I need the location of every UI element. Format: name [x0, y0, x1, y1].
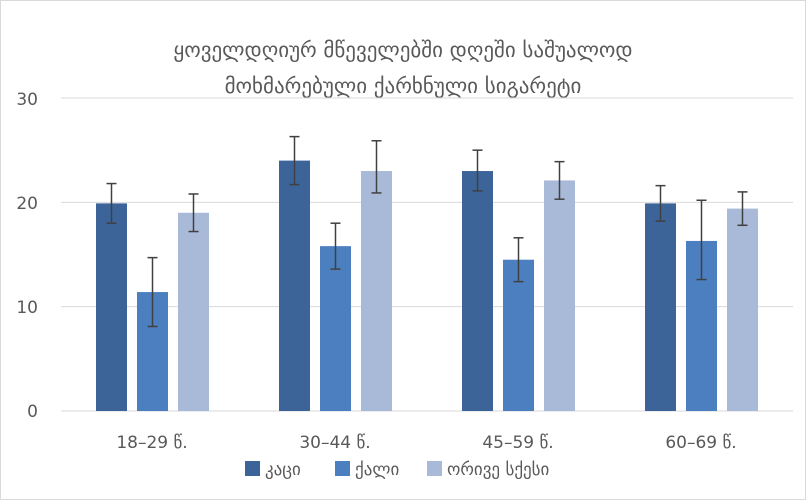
- bar: [645, 203, 676, 411]
- error-bars: [106, 135, 748, 328]
- error-bar: [554, 160, 565, 200]
- x-axis-categories: 18–29 წ. 30–44 წ. 45–59 წ. 60–69 წ.: [116, 433, 736, 453]
- error-bar: [147, 256, 158, 328]
- bar: [544, 180, 575, 411]
- error-bar: [696, 199, 707, 281]
- chart-title-line-1: ყოველდღიურ მწეველებში დღეში საშუალოდ: [173, 38, 632, 62]
- bar: [96, 203, 127, 411]
- error-bar: [737, 191, 748, 227]
- legend-label: ორივე სქესი: [447, 460, 549, 480]
- error-bar: [106, 182, 117, 224]
- y-axis-ticks: 0 10 20 30: [16, 90, 38, 422]
- chart-title-line-2: მოხმარებული ქარხნული სიგარეტი: [225, 74, 582, 98]
- legend-swatch: [335, 461, 350, 476]
- x-category-label: 30–44 წ.: [299, 433, 370, 453]
- gridlines: [61, 97, 793, 412]
- legend-label: ქალი: [355, 460, 399, 480]
- bar: [503, 259, 534, 411]
- legend-label: კაცი: [265, 460, 301, 480]
- error-bar: [371, 140, 382, 194]
- bar: [361, 171, 392, 411]
- bar: [279, 160, 310, 411]
- y-tick-label: 30: [16, 90, 38, 110]
- x-category-label: 60–69 წ.: [665, 433, 736, 453]
- y-tick-label: 20: [16, 194, 38, 214]
- error-bar: [289, 135, 300, 186]
- y-tick-label: 0: [27, 402, 38, 422]
- error-bar: [188, 193, 199, 233]
- error-bar: [513, 237, 524, 283]
- x-category-label: 18–29 წ.: [116, 433, 187, 453]
- bar: [462, 171, 493, 411]
- error-bar: [330, 222, 341, 270]
- bar: [320, 246, 351, 411]
- bar: [727, 208, 758, 411]
- error-bar: [472, 149, 483, 192]
- bar-series: [96, 160, 758, 411]
- x-category-label: 45–59 წ.: [482, 433, 553, 453]
- legend-swatch: [245, 461, 260, 476]
- y-tick-label: 10: [16, 298, 38, 318]
- bar: [178, 212, 209, 411]
- error-bar: [655, 184, 666, 222]
- legend: კაცი ქალი ორივე სქესი: [245, 460, 549, 480]
- legend-swatch: [427, 461, 442, 476]
